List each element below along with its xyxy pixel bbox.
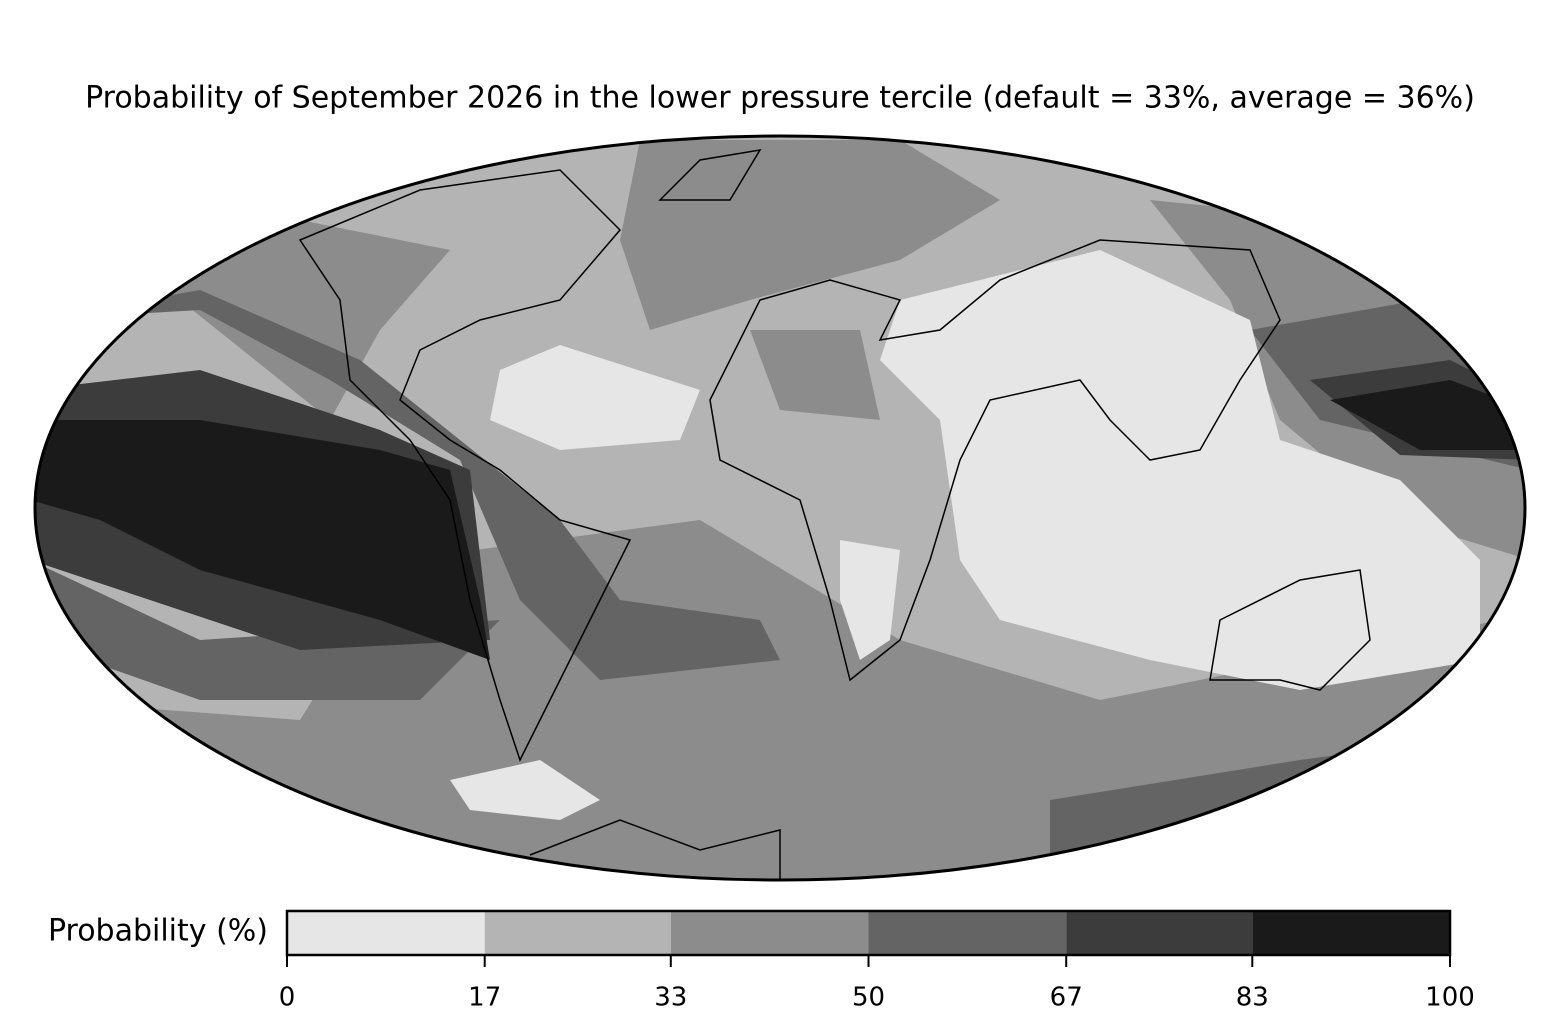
- colorbar-segment: [868, 911, 1067, 955]
- colorbar-segment: [484, 911, 671, 955]
- colorbar-tick-label: 0: [279, 983, 296, 1013]
- colorbar: 0 17 33 50 67 83 100: [279, 909, 1475, 1013]
- map-boundary: [33, 134, 1527, 882]
- colorbar-tick-label: 33: [654, 983, 687, 1013]
- colorbar-tick-label: 83: [1236, 983, 1269, 1013]
- colorbar-tick-label: 50: [852, 983, 885, 1013]
- colorbar-tick-label: 100: [1425, 983, 1475, 1013]
- colorbar-segment: [1066, 911, 1253, 955]
- colorbar-segment: [670, 911, 869, 955]
- colorbar-segment: [1252, 911, 1450, 955]
- colorbar-tick-label: 17: [468, 983, 501, 1013]
- title: Probability of September 2026 in the low…: [85, 81, 1475, 116]
- colorbar-segment: [287, 911, 485, 955]
- colorbar-label: Probability (%): [48, 914, 268, 949]
- colorbar-tick-label: 67: [1050, 983, 1083, 1013]
